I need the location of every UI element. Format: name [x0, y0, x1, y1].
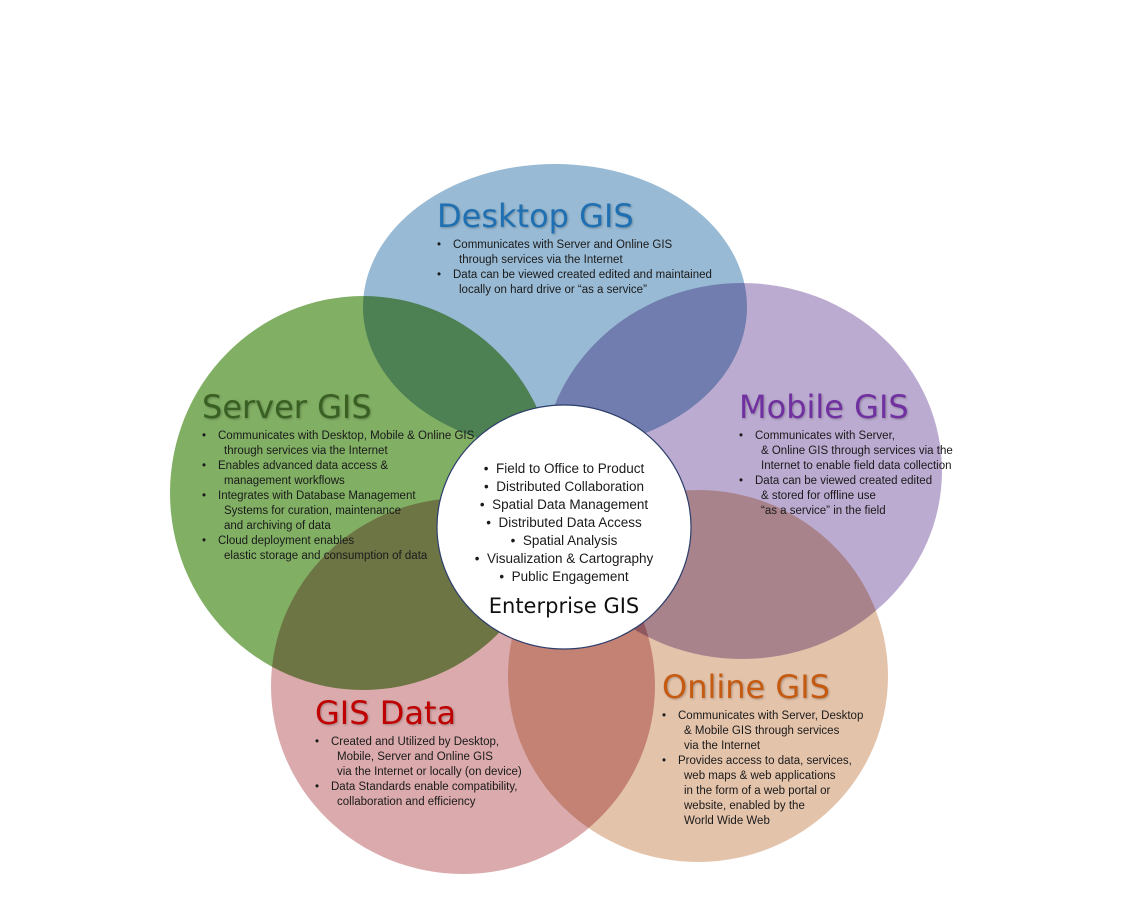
enterprise-gis-circle — [436, 404, 692, 650]
